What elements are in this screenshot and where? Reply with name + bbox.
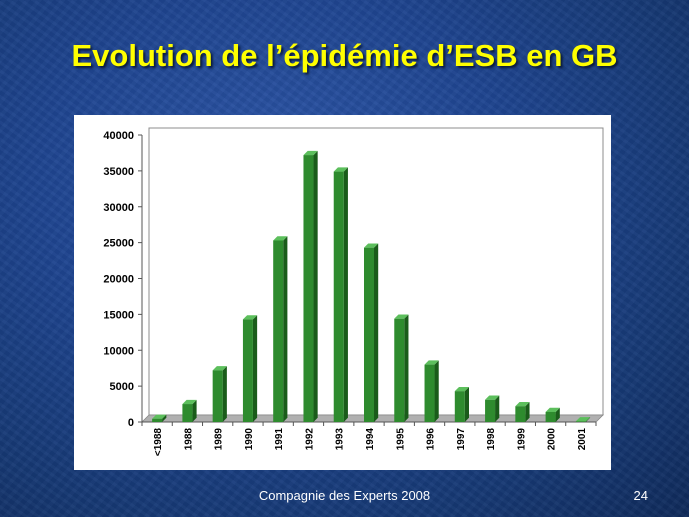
x-tick-label: 1992 bbox=[304, 428, 315, 451]
x-tick-label: 1994 bbox=[365, 428, 376, 451]
x-tick-label: 1991 bbox=[274, 428, 285, 451]
bar-side bbox=[283, 236, 288, 422]
bar bbox=[394, 318, 405, 422]
y-tick-label: 30000 bbox=[103, 202, 134, 214]
bar-top bbox=[364, 243, 379, 248]
x-tick-label: 1996 bbox=[426, 428, 437, 451]
bar-top bbox=[333, 167, 348, 172]
y-tick-label: 40000 bbox=[103, 130, 134, 142]
x-tick-label: <1988 bbox=[153, 428, 164, 457]
x-tick-label: 1993 bbox=[335, 428, 346, 451]
bar-chart: 0 5000 10000 15000 20000 25000 30000 35000 40000… bbox=[103, 127, 604, 457]
bar-top bbox=[424, 360, 439, 365]
y-tick-label: 35000 bbox=[103, 166, 134, 178]
x-tick-label: 2001 bbox=[577, 428, 588, 451]
bar bbox=[364, 247, 374, 422]
bar-side bbox=[313, 150, 318, 422]
bar bbox=[333, 171, 344, 422]
y-tick-label: 25000 bbox=[103, 238, 134, 250]
bar bbox=[242, 319, 253, 422]
bar-side bbox=[495, 395, 500, 422]
y-tick-label: 5000 bbox=[110, 381, 134, 393]
bar-side bbox=[343, 167, 348, 422]
y-tick-label: 15000 bbox=[103, 309, 134, 321]
bar-top bbox=[454, 386, 469, 392]
bar-side bbox=[374, 243, 379, 422]
bar bbox=[545, 411, 556, 422]
bar-side bbox=[252, 315, 258, 422]
x-tick-label: 1998 bbox=[486, 428, 497, 451]
bar-top bbox=[152, 414, 167, 419]
slide-title: Evolution de l’épidémie d’ESB en GB bbox=[71, 38, 618, 73]
bar-side bbox=[464, 386, 469, 422]
bar-top bbox=[182, 399, 197, 405]
page-number: 24 bbox=[633, 488, 648, 503]
x-tick-label: 1997 bbox=[456, 428, 467, 451]
bar bbox=[575, 421, 586, 422]
bar bbox=[424, 364, 435, 422]
bar bbox=[303, 155, 314, 422]
bar-top bbox=[303, 150, 318, 156]
bar bbox=[454, 391, 465, 422]
x-tick-label: 1990 bbox=[244, 428, 255, 451]
bar-side bbox=[525, 402, 530, 422]
footer-text: Compagnie des Experts 2008 bbox=[258, 488, 431, 503]
bar-side bbox=[404, 314, 409, 422]
bar-side bbox=[585, 417, 591, 422]
bar-top bbox=[515, 402, 530, 407]
x-tick-label: 1988 bbox=[183, 428, 194, 451]
bar-top bbox=[212, 366, 227, 371]
bar-top bbox=[575, 417, 591, 422]
bar bbox=[152, 418, 163, 422]
bar-top bbox=[485, 395, 500, 400]
bar bbox=[182, 404, 193, 422]
x-tick-label: 2000 bbox=[547, 428, 558, 451]
x-tick-label: 1995 bbox=[395, 428, 406, 451]
bar-side bbox=[192, 399, 197, 422]
bar-side bbox=[434, 360, 439, 422]
bar-top bbox=[242, 315, 258, 320]
bar bbox=[212, 370, 223, 422]
chart-panel: 0 5000 10000 15000 20000 25000 30000 35000 40000… bbox=[74, 115, 611, 470]
bar-top bbox=[545, 407, 560, 412]
y-tick-label: 10000 bbox=[103, 345, 134, 357]
bar-side bbox=[222, 366, 227, 422]
bar bbox=[515, 406, 526, 422]
y-tick-label: 20000 bbox=[103, 274, 134, 286]
x-tick-label: 1999 bbox=[516, 428, 527, 451]
bar-side bbox=[555, 407, 560, 422]
bar bbox=[273, 240, 284, 422]
bar-top bbox=[273, 236, 288, 241]
y-tick-label: 0 bbox=[128, 417, 134, 429]
bar-top bbox=[394, 314, 409, 319]
bar-side bbox=[162, 414, 167, 422]
bar bbox=[485, 399, 496, 422]
x-tick-label: 1989 bbox=[214, 428, 225, 451]
